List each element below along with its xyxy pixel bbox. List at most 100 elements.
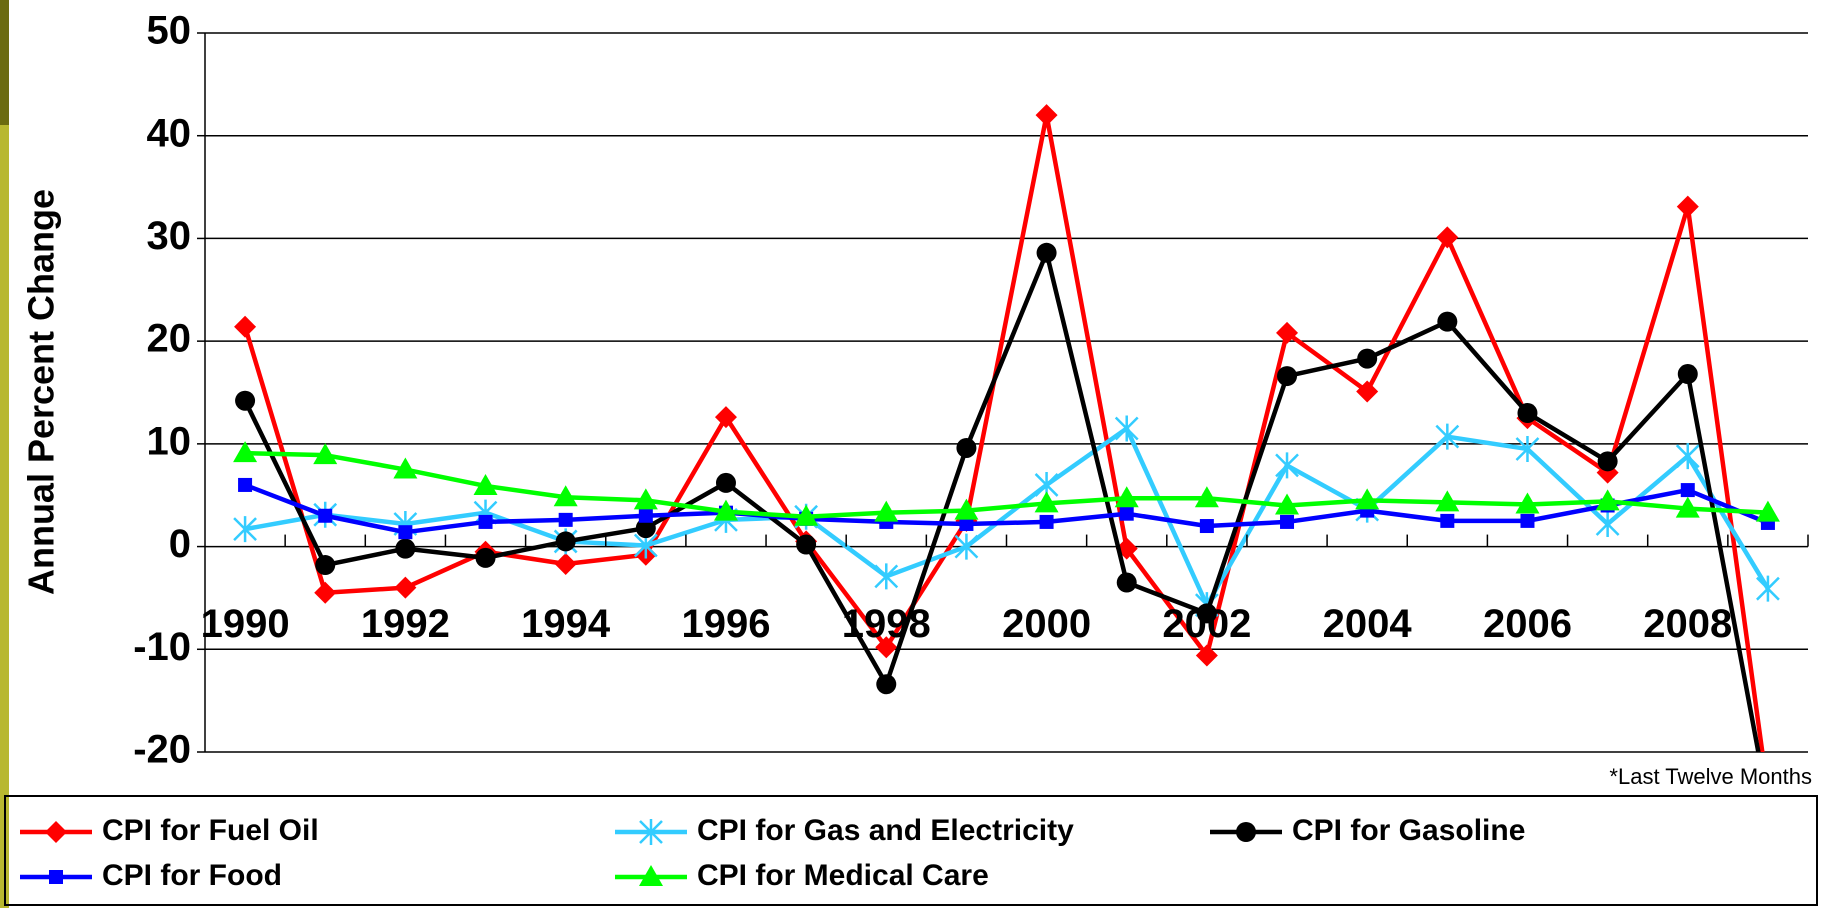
y-tick-label: -10 — [133, 625, 191, 669]
marker — [1034, 491, 1059, 513]
marker — [1114, 415, 1139, 442]
marker — [318, 508, 333, 523]
marker — [1440, 513, 1455, 528]
side-strip — [0, 125, 9, 908]
marker — [1677, 364, 1698, 385]
marker — [235, 390, 256, 411]
marker — [1036, 242, 1057, 263]
marker — [1356, 380, 1379, 403]
marker — [876, 674, 897, 695]
marker — [1515, 492, 1540, 514]
plot-area — [233, 104, 1780, 752]
marker — [478, 514, 493, 529]
series-line — [244, 482, 1769, 535]
marker — [1595, 489, 1620, 511]
marker — [954, 533, 979, 560]
marker — [1277, 366, 1298, 387]
marker — [1275, 452, 1299, 479]
marker — [555, 531, 576, 552]
annotation: *Last Twelve Months — [1609, 764, 1812, 789]
marker — [635, 518, 656, 539]
marker — [398, 525, 413, 540]
x-tick-label: 1990 — [201, 602, 290, 646]
legend-box — [4, 795, 1818, 906]
y-tick-label: 10 — [147, 419, 192, 463]
series-line — [242, 112, 1765, 752]
marker — [313, 443, 338, 465]
marker — [1355, 488, 1380, 510]
x-tick-label: 1998 — [842, 602, 931, 646]
marker — [553, 485, 578, 507]
legend-label: CPI for Medical Care — [697, 859, 989, 892]
marker — [1675, 443, 1700, 470]
marker — [633, 488, 658, 510]
legend-label: CPI for Gas and Electricity — [697, 814, 1074, 847]
marker — [1597, 451, 1618, 472]
marker — [959, 516, 974, 531]
marker — [45, 821, 67, 843]
marker — [1517, 403, 1538, 424]
x-tick-label: 2002 — [1162, 602, 1251, 646]
marker — [1276, 321, 1299, 344]
marker — [954, 498, 979, 520]
marker — [639, 865, 663, 886]
y-tick-label: -20 — [133, 728, 191, 772]
grid — [205, 32, 1808, 753]
marker — [1357, 348, 1378, 369]
legend: CPI for Fuel Oil CPI for Gas and Electric… — [20, 814, 1525, 892]
marker — [1194, 486, 1219, 508]
marker — [1119, 506, 1134, 521]
marker — [1680, 483, 1695, 498]
y-tick-label: 30 — [147, 214, 192, 258]
series-line — [243, 250, 1761, 752]
marker — [49, 870, 63, 884]
y-axis-label: Annual Percent Change — [21, 189, 62, 595]
x-tick-label: 2000 — [1002, 602, 1091, 646]
y-tick-label: 50 — [147, 9, 192, 53]
marker — [1756, 575, 1780, 602]
marker — [1437, 311, 1458, 332]
marker — [233, 516, 257, 543]
marker — [874, 563, 899, 590]
x-tick-label: 1992 — [361, 602, 450, 646]
marker — [1435, 423, 1460, 450]
marker — [1755, 500, 1780, 522]
x-tick-label: 1994 — [521, 602, 611, 646]
marker — [1520, 513, 1535, 528]
axes: -20 -10 0 10 20 30 40 50 1990 1992 1994 1996 1998 200… — [133, 9, 1809, 772]
y-tick-label: 20 — [147, 317, 192, 361]
marker — [315, 555, 336, 576]
marker — [1595, 510, 1620, 537]
y-tick-label: 0 — [169, 522, 191, 566]
marker — [1196, 603, 1217, 624]
legend-label: CPI for Gasoline — [1292, 814, 1525, 847]
marker — [1035, 104, 1058, 127]
marker — [473, 473, 498, 495]
marker — [1116, 572, 1137, 593]
legend-label: CPI for Fuel Oil — [102, 814, 319, 847]
y-tick-label: 40 — [147, 111, 192, 155]
marker — [875, 636, 898, 659]
marker — [714, 406, 737, 429]
marker — [715, 472, 736, 493]
marker — [1675, 496, 1700, 518]
x-tick-label: 2004 — [1323, 602, 1413, 646]
marker — [314, 581, 337, 604]
marker — [558, 512, 573, 527]
marker — [1275, 493, 1300, 515]
marker — [1280, 514, 1295, 529]
series-line — [245, 450, 1769, 520]
marker — [956, 437, 977, 458]
marker — [1435, 490, 1460, 512]
marker — [1039, 514, 1054, 529]
marker — [1676, 195, 1699, 218]
marker — [1114, 486, 1139, 508]
marker — [475, 547, 496, 568]
marker — [713, 499, 738, 521]
marker — [1195, 644, 1218, 667]
x-tick-label: 1996 — [681, 602, 770, 646]
marker — [1515, 435, 1540, 462]
marker — [395, 538, 416, 559]
